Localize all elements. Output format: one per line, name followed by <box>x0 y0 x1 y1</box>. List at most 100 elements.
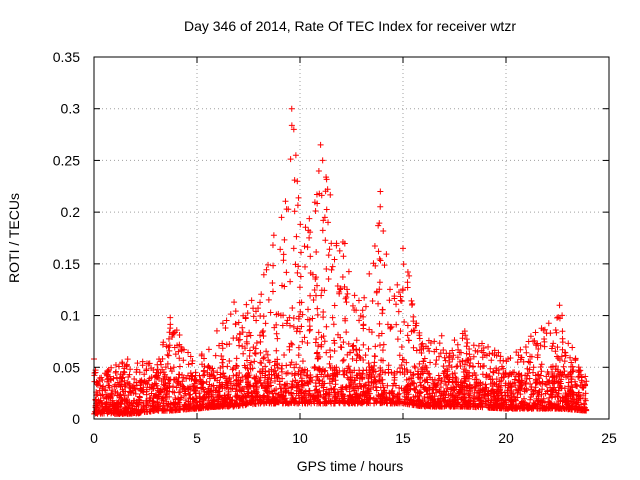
data-point <box>323 266 330 273</box>
data-point <box>274 335 281 342</box>
data-point <box>192 398 199 405</box>
data-point <box>370 368 377 375</box>
data-point <box>488 404 495 411</box>
data-point <box>479 371 486 378</box>
data-point <box>299 358 306 365</box>
data-point <box>346 382 353 389</box>
data-point <box>377 203 384 210</box>
data-point <box>304 372 311 379</box>
data-point <box>207 365 214 372</box>
data-point <box>572 406 579 413</box>
data-point <box>164 351 171 358</box>
data-point <box>209 391 216 398</box>
data-point <box>247 366 254 373</box>
data-point <box>289 304 296 311</box>
data-point <box>500 365 507 372</box>
data-point <box>525 358 532 365</box>
data-point <box>526 366 533 373</box>
data-point <box>309 315 316 322</box>
data-point <box>452 399 459 406</box>
data-point <box>252 308 259 315</box>
data-point <box>169 334 176 341</box>
data-point <box>409 372 416 379</box>
data-point <box>293 384 300 391</box>
data-point <box>441 397 448 404</box>
data-point <box>419 340 426 347</box>
data-point <box>561 385 568 392</box>
data-point <box>567 399 574 406</box>
data-point <box>535 345 542 352</box>
data-point <box>274 364 281 371</box>
data-point <box>122 388 129 395</box>
data-point <box>206 371 213 378</box>
data-point <box>324 186 331 193</box>
data-point <box>133 379 140 386</box>
data-point <box>278 365 285 372</box>
data-point <box>174 379 181 386</box>
data-point <box>365 360 372 367</box>
data-point <box>175 374 182 381</box>
data-point <box>176 331 183 338</box>
data-point <box>253 393 260 400</box>
data-point <box>519 378 526 385</box>
data-point <box>294 202 301 209</box>
data-point <box>446 353 453 360</box>
data-point <box>288 381 295 388</box>
data-point <box>410 393 417 400</box>
data-point <box>235 319 242 326</box>
data-point <box>306 234 313 241</box>
data-point <box>527 333 534 340</box>
data-point <box>302 388 309 395</box>
data-point <box>463 336 470 343</box>
data-point <box>360 321 367 328</box>
data-point <box>159 366 166 373</box>
data-point <box>253 379 260 386</box>
data-point <box>287 156 294 163</box>
data-point <box>355 385 362 392</box>
data-point <box>225 388 232 395</box>
data-point <box>466 351 473 358</box>
data-point <box>246 352 253 359</box>
data-point <box>379 395 386 402</box>
data-point <box>417 389 424 396</box>
data-point <box>257 338 264 345</box>
data-point <box>143 367 150 374</box>
data-point <box>187 370 194 377</box>
data-point <box>487 365 494 372</box>
data-point <box>454 394 461 401</box>
data-point <box>478 400 485 407</box>
data-point <box>532 329 539 336</box>
data-point <box>206 381 213 388</box>
data-point <box>290 245 297 252</box>
data-point <box>416 388 423 395</box>
data-point <box>411 327 418 334</box>
data-point <box>548 402 555 409</box>
data-point <box>552 394 559 401</box>
data-point <box>314 311 321 318</box>
data-point <box>206 393 213 400</box>
data-point <box>416 329 423 336</box>
data-point <box>227 311 234 318</box>
data-point <box>404 332 411 339</box>
data-point <box>330 321 337 328</box>
data-point <box>398 343 405 350</box>
data-point <box>527 396 534 403</box>
data-point <box>526 402 533 409</box>
data-point <box>222 324 229 331</box>
data-point <box>166 388 173 395</box>
y-tick-label: 0.1 <box>61 308 81 324</box>
data-point <box>325 393 332 400</box>
data-point <box>109 387 116 394</box>
data-point <box>160 406 167 413</box>
data-point <box>410 344 417 351</box>
data-point <box>505 356 512 363</box>
data-point <box>552 402 559 409</box>
data-point <box>306 316 313 323</box>
data-point <box>286 314 293 321</box>
data-point <box>429 394 436 401</box>
data-point <box>417 379 424 386</box>
data-point <box>318 287 325 294</box>
data-point <box>573 383 580 390</box>
data-point <box>346 376 353 383</box>
data-point <box>537 342 544 349</box>
